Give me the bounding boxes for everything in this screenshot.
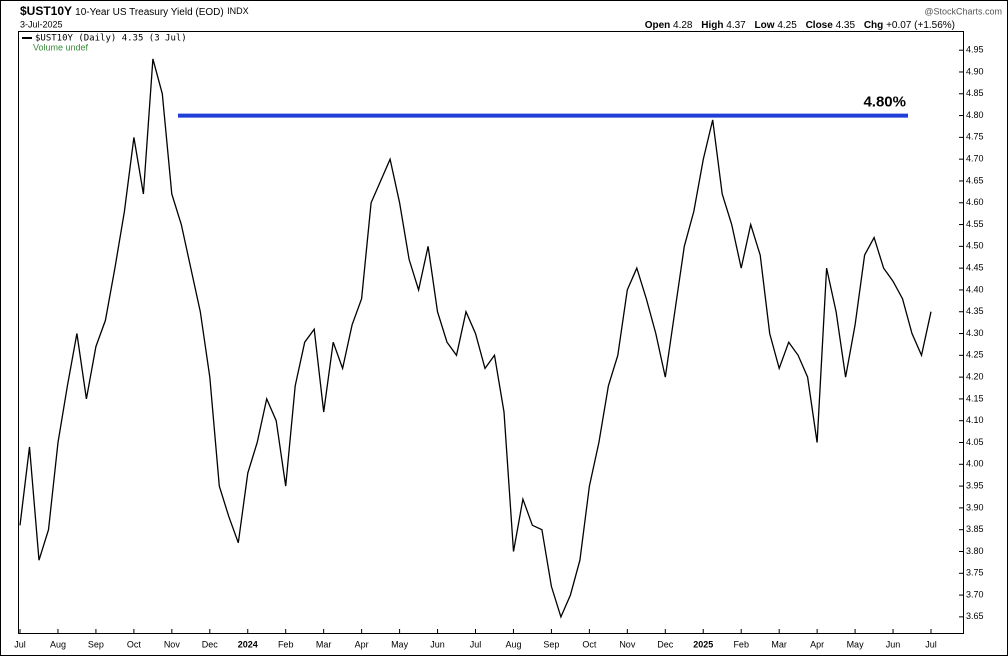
y-tick-label: 4.65	[966, 175, 984, 185]
y-tick-label: 4.85	[966, 88, 984, 98]
symbol: $UST10Y 10-Year US Treasury Yield (EOD) …	[20, 4, 249, 18]
low: 4.25	[777, 20, 797, 31]
y-tick-label: 4.70	[966, 154, 984, 164]
x-tick-label: Jul	[925, 639, 937, 649]
exchange: INDX	[227, 6, 249, 16]
high: 4.37	[726, 20, 746, 31]
x-tick-label: Feb	[278, 639, 294, 649]
y-tick-label: 4.50	[966, 241, 984, 251]
x-tick-label: Apr	[810, 639, 824, 649]
y-tick-label: 3.70	[966, 589, 984, 599]
date: 3-Jul-2025	[20, 19, 63, 29]
y-tick-label: 4.55	[966, 219, 984, 229]
x-tick-label: Jun	[886, 639, 901, 649]
price-line	[19, 58, 932, 619]
y-tick-label: 4.00	[966, 459, 984, 469]
y-tick-label: 4.25	[966, 350, 984, 360]
chg: +0.07 (+1.56%)	[886, 20, 955, 31]
y-tick-label: 4.30	[966, 328, 984, 338]
x-tick-label: Sep	[543, 639, 559, 649]
y-tick-label: 4.35	[966, 306, 984, 316]
low-label: Low	[755, 20, 775, 31]
close-label: Close	[806, 20, 834, 31]
x-tick-label: May	[847, 639, 865, 649]
brand: @StockCharts.com	[924, 6, 1002, 16]
x-tick-label: Aug	[50, 639, 66, 649]
x-tick-label: Dec	[657, 639, 674, 649]
y-tick-label: 3.65	[966, 611, 984, 621]
y-tick-label: 3.95	[966, 480, 984, 490]
x-tick-label: Mar	[771, 639, 787, 649]
y-tick-label: 4.05	[966, 437, 984, 447]
x-tick-label: Dec	[202, 639, 219, 649]
y-tick-label: 4.10	[966, 415, 984, 425]
x-tick-label: Jul	[470, 639, 482, 649]
x-tick-label: Mar	[316, 639, 332, 649]
x-tick-label: Oct	[127, 639, 142, 649]
x-tick-label: May	[391, 639, 409, 649]
x-tick-label: Sep	[88, 639, 104, 649]
y-tick-label: 3.85	[966, 524, 984, 534]
x-tick-label: Nov	[619, 639, 636, 649]
x-tick-label: Oct	[582, 639, 597, 649]
y-tick-label: 4.45	[966, 263, 984, 273]
x-tick-label: Jul	[14, 639, 26, 649]
y-tick-label: 3.80	[966, 546, 984, 556]
open-label: Open	[645, 20, 671, 31]
y-tick-label: 4.80	[966, 110, 984, 120]
chg-label: Chg	[864, 20, 883, 31]
x-tick-label: Apr	[355, 639, 369, 649]
ohlc: Open 4.28 High 4.37 Low 4.25 Close 4.35 …	[645, 20, 955, 31]
plot-border	[18, 31, 964, 634]
symbol-text: $UST10Y	[20, 4, 72, 18]
close: 4.35	[836, 20, 856, 31]
high-label: High	[701, 20, 723, 31]
legend-label: $UST10Y (Daily) 4.35 (3 Jul)	[35, 34, 187, 44]
y-tick-label: 4.95	[966, 45, 984, 55]
x-tick-label: Nov	[164, 639, 181, 649]
y-tick-label: 4.75	[966, 132, 984, 142]
level-label: 4.80%	[863, 94, 906, 111]
x-tick-label: 2025	[693, 639, 713, 649]
x-tick-label: Feb	[733, 639, 749, 649]
x-tick-label: Jun	[430, 639, 445, 649]
y-tick-label: 3.90	[966, 502, 984, 512]
y-tick-label: 4.20	[966, 371, 984, 381]
y-tick-label: 4.15	[966, 393, 984, 403]
volume-label: Volume undef	[33, 42, 89, 52]
y-tick-label: 4.90	[966, 66, 984, 76]
x-tick-label: Aug	[505, 639, 521, 649]
x-tick-label: 2024	[238, 639, 258, 649]
instrument-name: 10-Year US Treasury Yield (EOD)	[75, 7, 224, 18]
y-tick-label: 4.60	[966, 197, 984, 207]
y-tick-label: 3.75	[966, 568, 984, 578]
open: 4.28	[673, 20, 693, 31]
y-tick-label: 4.40	[966, 284, 984, 294]
